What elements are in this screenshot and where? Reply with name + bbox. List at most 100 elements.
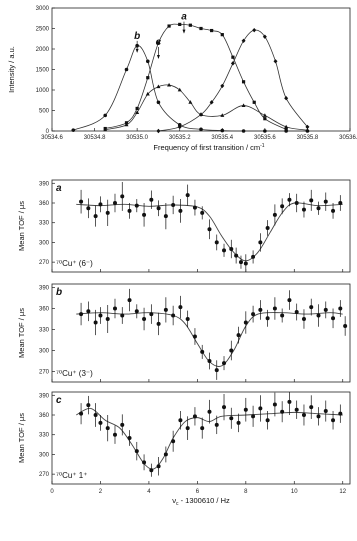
spectrum-point-circle bbox=[124, 67, 129, 72]
tof-data-point bbox=[142, 317, 147, 321]
tof-data-point bbox=[338, 306, 343, 311]
tof-data-point bbox=[192, 205, 197, 210]
spectrum-point-square bbox=[199, 26, 203, 31]
tof-y-tick-label: 390 bbox=[39, 181, 50, 187]
tof-data-point bbox=[301, 413, 306, 417]
tof-data-point bbox=[93, 413, 98, 417]
spectrum-point-diamond bbox=[262, 34, 267, 39]
tof-y-tick-label: 360 bbox=[39, 413, 50, 419]
tof-data-point bbox=[171, 439, 176, 444]
tof-data-point bbox=[294, 310, 299, 314]
tof-data-point bbox=[79, 411, 84, 416]
spectrum-x-tick-label: 30535.6 bbox=[254, 135, 276, 141]
tof-data-point bbox=[192, 334, 197, 339]
tof-y-tick-label: 390 bbox=[39, 286, 50, 292]
spectrum-y-tick-label: 0 bbox=[46, 129, 50, 135]
tof-data-point bbox=[287, 399, 292, 404]
tof-x-axis-label: νc - 1300610 / Hz bbox=[172, 496, 230, 507]
spectrum-x-tick-label: 30535.4 bbox=[211, 135, 233, 141]
tof-data-point bbox=[134, 309, 139, 314]
spectrum-point-square bbox=[178, 22, 182, 26]
spectrum-x-tick-label: 30535.0 bbox=[126, 135, 148, 141]
tof-data-point bbox=[200, 426, 205, 431]
tof-data-point bbox=[251, 414, 256, 419]
tof-y-tick-label: 330 bbox=[39, 433, 50, 439]
tof-x-tick-label: 12 bbox=[339, 489, 346, 495]
tof-data-point bbox=[192, 414, 197, 419]
tof-data-point bbox=[207, 359, 212, 363]
spectrum-point-diamond bbox=[305, 124, 310, 130]
peak-label-a: a bbox=[181, 12, 187, 23]
tof-data-point bbox=[222, 361, 227, 366]
spectrum-x-axis-label: Frequency of first transition / cm-1 bbox=[153, 143, 264, 152]
tof-data-point bbox=[98, 420, 103, 425]
tof-data-point bbox=[338, 411, 343, 416]
spectrum-y-tick-label: 2000 bbox=[36, 47, 50, 53]
spectrum-point-triangle bbox=[135, 110, 140, 114]
spectrum-series-line-3 bbox=[105, 84, 308, 131]
peak-arrow-head bbox=[156, 55, 160, 59]
tof-x-tick-label: 4 bbox=[147, 489, 151, 495]
tof-data-point bbox=[149, 312, 154, 317]
tof-data-point bbox=[309, 405, 314, 410]
tof-y-tick-label: 300 bbox=[39, 349, 50, 355]
tof-fit-curve bbox=[76, 407, 343, 470]
tof-data-point bbox=[86, 206, 91, 211]
tof-y-tick-label: 330 bbox=[39, 221, 50, 227]
tof-data-point bbox=[142, 212, 147, 217]
spectrum-point-square bbox=[188, 23, 192, 27]
tof-data-point bbox=[86, 309, 91, 314]
tof-y-tick-label: 360 bbox=[39, 201, 50, 207]
spectrum-point-diamond bbox=[284, 96, 289, 101]
tof-data-point bbox=[105, 317, 110, 321]
spectrum-point-diamond bbox=[209, 100, 214, 105]
tof-data-point bbox=[112, 306, 117, 311]
tof-data-point bbox=[309, 198, 314, 203]
tof-data-point bbox=[134, 449, 139, 454]
tof-data-point bbox=[127, 298, 132, 303]
spectrum-point-diamond bbox=[252, 27, 257, 33]
tof-data-point bbox=[149, 197, 154, 202]
spectrum-point-square bbox=[146, 76, 150, 80]
tof-data-point bbox=[98, 313, 103, 318]
tof-data-point bbox=[265, 225, 270, 230]
tof-data-point bbox=[258, 307, 263, 312]
tof-data-point bbox=[265, 316, 270, 321]
tof-data-point bbox=[338, 201, 343, 205]
spectrum-point-square bbox=[135, 106, 139, 111]
tof-data-point bbox=[200, 349, 205, 354]
tof-data-point bbox=[265, 418, 270, 423]
tof-data-point bbox=[258, 240, 263, 245]
tof-data-point bbox=[149, 468, 154, 473]
tof-data-point bbox=[105, 210, 110, 215]
tof-data-point bbox=[251, 312, 256, 317]
spectrum-point-triangle bbox=[124, 122, 129, 127]
tof-data-point bbox=[207, 227, 212, 232]
tof-data-point bbox=[301, 207, 306, 212]
tof-data-point bbox=[243, 407, 248, 412]
spectrum-point-triangle bbox=[284, 124, 289, 129]
spectrum-point-square bbox=[220, 33, 224, 37]
tof-data-point bbox=[185, 193, 190, 198]
tof-data-point bbox=[112, 432, 117, 437]
tof-y-tick-label: 300 bbox=[39, 452, 50, 458]
tof-data-point bbox=[134, 203, 139, 208]
panel-label-c: c bbox=[56, 395, 62, 406]
spectrum-point-diamond bbox=[241, 38, 246, 43]
tof-data-point bbox=[323, 307, 328, 312]
tof-data-point bbox=[287, 298, 292, 303]
spectrum-point-diamond bbox=[220, 83, 225, 89]
panel-label-b: b bbox=[56, 287, 62, 298]
spectrum-point-diamond bbox=[199, 112, 203, 117]
tof-data-point bbox=[294, 201, 299, 205]
tof-x-tick-label: 10 bbox=[291, 489, 298, 495]
tof-x-tick-label: 8 bbox=[244, 489, 248, 495]
tof-data-point bbox=[331, 208, 336, 213]
tof-data-point bbox=[120, 194, 125, 199]
tof-data-point bbox=[316, 206, 321, 211]
spectrum-point-circle bbox=[145, 59, 150, 64]
tof-data-point bbox=[280, 204, 285, 209]
tof-data-point bbox=[243, 320, 248, 325]
spectrum-point-square bbox=[210, 28, 214, 33]
tof-y-axis-label: Mean TOF / μs bbox=[17, 308, 26, 358]
